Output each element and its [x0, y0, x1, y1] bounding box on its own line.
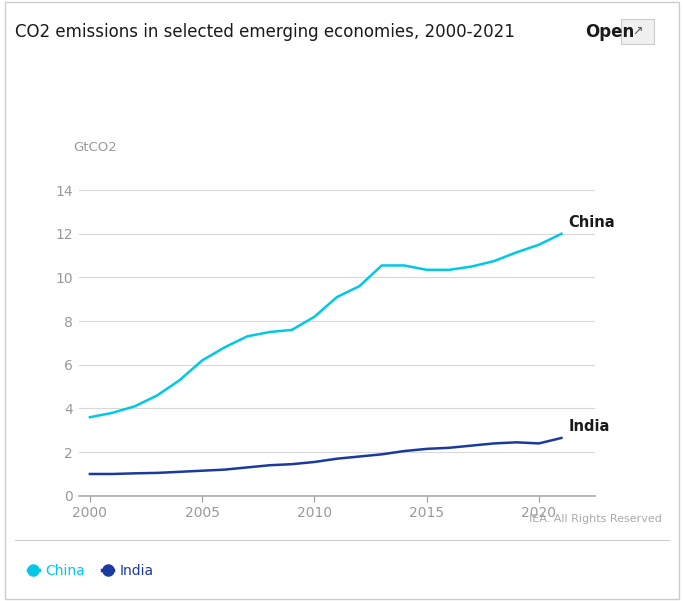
Text: CO2 emissions in selected emerging economies, 2000-2021: CO2 emissions in selected emerging econo…: [15, 23, 515, 41]
Text: IEA. All Rights Reserved: IEA. All Rights Reserved: [529, 514, 662, 524]
Text: ↗: ↗: [632, 25, 643, 38]
Legend: China, India: China, India: [22, 558, 160, 583]
Text: China: China: [568, 215, 615, 230]
Text: India: India: [568, 419, 609, 434]
Text: Open: Open: [585, 23, 634, 41]
Text: GtCO2: GtCO2: [73, 141, 117, 153]
